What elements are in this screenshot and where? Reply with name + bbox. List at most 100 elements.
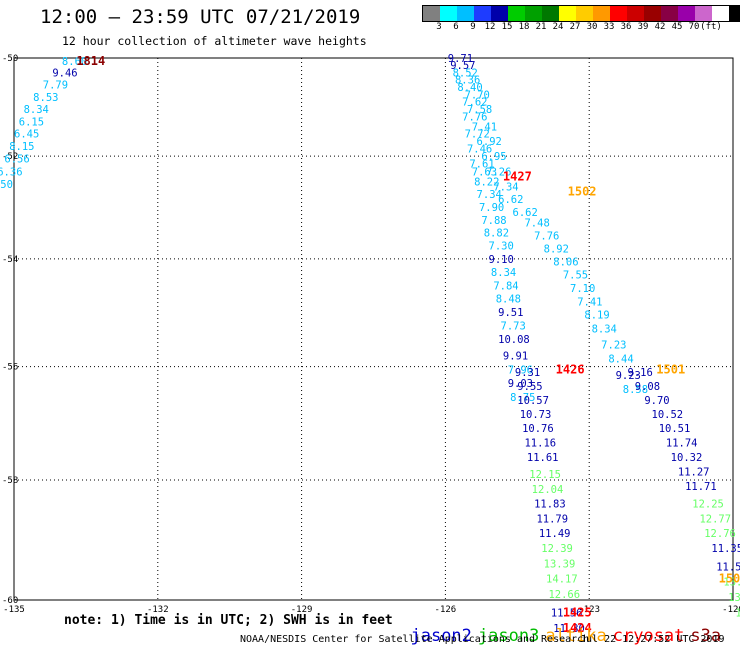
wave-height-observation: 6.95 (481, 151, 506, 163)
color-swatch (508, 6, 525, 21)
wave-height-observation: 13.34 (728, 592, 740, 604)
color-scale-label: (ft) (700, 22, 722, 32)
color-swatch (525, 6, 542, 21)
wave-height-observation: 9.31 (515, 367, 540, 379)
wave-height-observation: 8.19 (584, 310, 609, 322)
color-swatch (729, 6, 740, 21)
color-scale-label: 18 (518, 22, 530, 32)
map-title: 12:00 — 23:59 UTC 07/21/2019 (40, 6, 361, 28)
color-scale-label: 45 (671, 22, 683, 32)
lat-tick-label: -60 (2, 596, 18, 606)
wave-height-observation: 7.41 (472, 121, 497, 133)
lat-tick-label: -58 (2, 476, 18, 486)
lat-tick-label: -52 (2, 152, 18, 162)
lat-tick-label: -50 (2, 54, 18, 64)
wave-height-observation: 7.90 (479, 202, 504, 214)
wave-height-observation: 9.03 (508, 378, 533, 390)
color-swatch (440, 6, 457, 21)
legend-s3a: s3a (690, 626, 722, 646)
color-swatch (491, 6, 508, 21)
color-swatch (576, 6, 593, 21)
wave-height-observation: 7.41 (577, 296, 602, 308)
wave-height-observation: 7.34 (477, 189, 502, 201)
wave-height-observation: 11.74 (666, 437, 698, 449)
lon-tick-label: -135 (3, 605, 25, 615)
wave-height-observation: 9.23 (616, 370, 641, 382)
wave-height-observation: 7.84 (493, 280, 518, 292)
wave-height-observation: 8.06 (553, 256, 578, 268)
wave-height-observation: 6.45 (14, 129, 39, 141)
wave-height-observation: 8.58 (623, 384, 648, 396)
wave-height-observation: 11.61 (527, 452, 559, 464)
wave-height-observation: 7.63 (472, 166, 497, 178)
wave-height-observation: 8.82 (484, 228, 509, 240)
color-scale-label: 15 (501, 22, 513, 32)
color-swatch (457, 6, 474, 21)
wave-height-observation: 10.73 (520, 409, 552, 421)
wave-height-observation: 7.55 (563, 270, 588, 282)
wave-height-observation: 11.16 (524, 437, 556, 449)
color-swatch (474, 6, 491, 21)
pass-time-label: 1425 (563, 605, 592, 619)
wave-height-observation: 11.79 (536, 513, 568, 525)
wave-height-observation: 10.76 (522, 423, 554, 435)
wave-height-observation: 8.34 (592, 323, 617, 335)
wave-height-observation: 8.40 (457, 82, 482, 94)
satellite-legend: jason2 jason3 altika cryosat s3a (390, 606, 727, 646)
wave-height-observation: 7.30 (489, 241, 514, 253)
wave-height-observation: 10.51 (659, 423, 691, 435)
color-swatch (559, 6, 576, 21)
lon-tick-label: -129 (291, 605, 313, 615)
wave-height-observation: 6.62 (498, 194, 523, 206)
wave-height-observation: 8.34 (24, 104, 49, 116)
wave-height-observation: 7.96 (508, 364, 533, 376)
wave-height-observation: 7.72 (465, 129, 490, 141)
wave-height-observation: 11.27 (678, 466, 710, 478)
wave-height-observation: 6.92 (477, 136, 502, 148)
legend-jason2: jason2 (410, 626, 472, 646)
color-scale-label: 21 (535, 22, 547, 32)
lon-tick-label: -123 (578, 605, 600, 615)
wave-height-observation: 11.56 (551, 607, 583, 619)
wave-height-observation: 9.08 (635, 381, 660, 393)
wave-height-observation: 12.39 (541, 543, 573, 555)
pass-time-label: 1427 (503, 169, 532, 183)
wave-height-observation: 7.70 (465, 89, 490, 101)
wave-height-observation: 13.39 (544, 558, 576, 570)
wave-height-observation: 12.76 (704, 528, 736, 540)
color-swatch (627, 6, 644, 21)
wave-height-observation: 14.17 (546, 573, 578, 585)
wave-height-observation: 8.22 (474, 176, 499, 188)
footer-note: note: 1) Time is in UTC; 2) SWH is in fe… (64, 613, 393, 628)
color-scale-label: 24 (552, 22, 564, 32)
wave-height-observation: 10.57 (517, 395, 549, 407)
wave-height-observation: 11.35 (711, 543, 740, 555)
wave-height-observation: 12.25 (692, 498, 724, 510)
map-frame (13, 57, 734, 601)
color-scale-label: 6 (453, 22, 459, 32)
wave-height-observation: 10.08 (498, 334, 530, 346)
legend-jason3: jason3 (477, 626, 540, 646)
color-scale-bar (422, 5, 740, 22)
color-swatch (423, 6, 440, 21)
color-scale-label: 27 (569, 22, 581, 32)
color-scale-label: 33 (603, 22, 615, 32)
wave-height-observation: 12.15 (529, 469, 561, 481)
wave-height-observation: 7.34 (493, 181, 518, 193)
pass-time-label: 1502 (568, 185, 597, 199)
color-scale-label: 9 (470, 22, 476, 32)
wave-height-observation: 8.15 (9, 141, 34, 153)
wave-height-observation: 7.23 (601, 340, 626, 352)
color-swatch (593, 6, 610, 21)
wave-height-observation: 8.52 (453, 67, 478, 79)
wave-height-observation: 7.73 (501, 321, 526, 333)
wave-height-observation: 12.77 (699, 513, 731, 525)
wave-height-observation: 11.49 (539, 528, 571, 540)
wave-height-observation: 9.91 (503, 351, 528, 363)
wave-height-observation: 7.76 (534, 230, 559, 242)
pass-time-label: 150 (719, 571, 740, 585)
color-swatch (542, 6, 559, 21)
wave-height-observation: 9.16 (628, 367, 653, 379)
wave-height-observation: 9.70 (644, 395, 669, 407)
color-scale-label: 3 (436, 22, 442, 32)
